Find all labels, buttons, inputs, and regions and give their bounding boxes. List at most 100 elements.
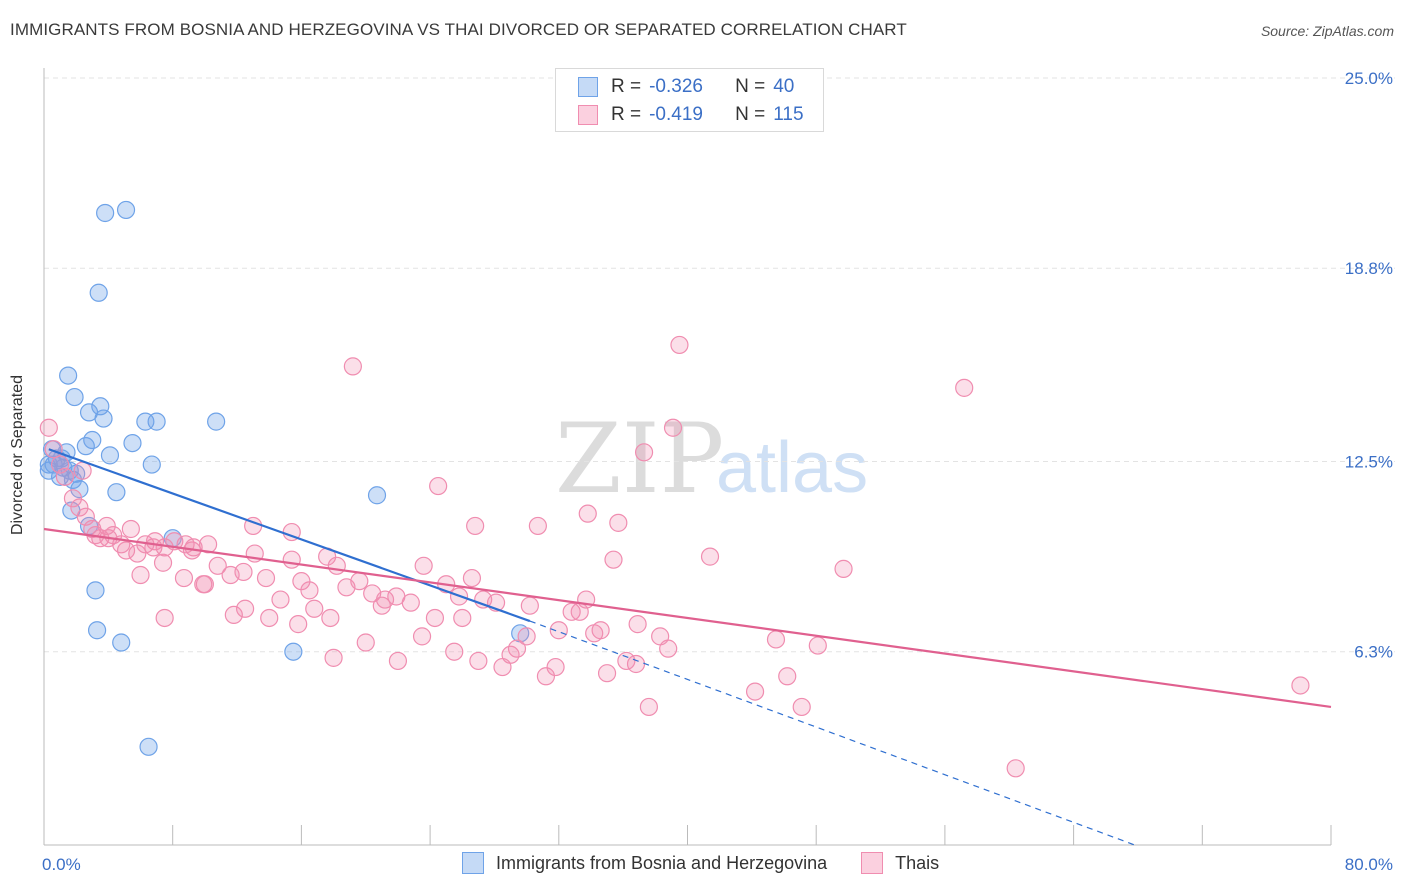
- bosnia-point: [100, 446, 120, 465]
- thai-point: [578, 504, 597, 523]
- thai-point: [414, 556, 433, 575]
- thai-point: [453, 608, 472, 628]
- thai-point: [626, 654, 646, 674]
- y-tick-label: 25.0%: [1345, 69, 1393, 88]
- series2-swatch: [861, 852, 884, 874]
- bosnia-point: [94, 409, 113, 428]
- thai-point: [73, 461, 92, 480]
- thai-trend-line: [43, 527, 1332, 709]
- thai-point: [1006, 759, 1025, 778]
- bosnia-point: [112, 633, 131, 652]
- bosnia-point: [107, 483, 126, 502]
- thai-point: [343, 357, 362, 376]
- bosnia-point: [123, 433, 142, 453]
- series-legend: Immigrants from Bosnia and Herzegovina T…: [462, 852, 973, 874]
- bosnia-point: [207, 412, 226, 431]
- thai-point: [235, 599, 255, 618]
- thai-point: [300, 581, 319, 600]
- thai-point: [425, 608, 445, 628]
- thai-point: [501, 645, 520, 664]
- legend-item-series2[interactable]: Thais: [861, 852, 939, 874]
- thai-point: [604, 550, 623, 569]
- legend-item-series1[interactable]: Immigrants from Bosnia and Herzegovina: [462, 852, 827, 874]
- x-tick-label: 0.0%: [42, 855, 81, 874]
- bosnia-point: [65, 387, 84, 407]
- thai-point: [700, 547, 720, 566]
- thai-point: [549, 621, 568, 640]
- bosnia-point: [87, 621, 107, 640]
- thai-point: [469, 651, 488, 671]
- bosnia-trend-extension: [529, 620, 1135, 846]
- thai-point: [121, 519, 140, 539]
- thai-point: [116, 541, 136, 560]
- thai-point: [792, 697, 811, 717]
- bosnia-point: [367, 486, 387, 505]
- thai-point: [44, 440, 63, 459]
- x-tick-label: 80.0%: [1345, 855, 1393, 874]
- legend-row-series2: R = -0.419 N = 115: [578, 101, 804, 129]
- thai-point: [445, 642, 464, 661]
- thai-point: [350, 572, 369, 591]
- n-value: 115: [773, 104, 804, 125]
- thai-point: [271, 590, 290, 609]
- y-tick-label: 6.3%: [1354, 643, 1393, 662]
- r-label: R =: [611, 104, 642, 125]
- thai-point: [670, 335, 689, 355]
- thai-point: [63, 489, 83, 508]
- bosnia-point: [70, 480, 89, 499]
- n-label: N =: [735, 76, 766, 97]
- thai-point: [546, 657, 565, 677]
- thai-point: [745, 682, 765, 701]
- thai-point: [372, 596, 391, 615]
- thai-point: [412, 627, 432, 646]
- thai-point: [570, 602, 589, 621]
- bosnia-point: [142, 455, 161, 474]
- bosnia-point: [284, 642, 303, 661]
- thai-point: [1291, 676, 1310, 695]
- legend-row-series1: R = -0.326 N = 40: [578, 73, 794, 101]
- thai-point: [289, 615, 308, 634]
- thai-point: [305, 599, 324, 618]
- series2-swatch: [578, 105, 598, 125]
- series1-swatch: [578, 77, 598, 97]
- thai-point: [663, 418, 683, 437]
- r-value: -0.419: [649, 104, 703, 125]
- r-value: -0.326: [649, 76, 703, 97]
- watermark-atlas: atlas: [716, 428, 868, 508]
- thai-point: [585, 624, 604, 643]
- thai-point: [144, 538, 163, 557]
- thai-point: [628, 615, 647, 634]
- r-label: R =: [611, 76, 642, 97]
- thai-point: [659, 639, 678, 658]
- thai-point: [155, 608, 174, 628]
- bosnia-point: [76, 437, 95, 456]
- thai-point: [208, 556, 227, 575]
- thai-point: [634, 443, 654, 462]
- bosnia-point: [116, 200, 136, 220]
- thai-point: [536, 667, 556, 686]
- thai-point: [153, 553, 173, 572]
- thai-point: [324, 648, 343, 667]
- thai-point: [401, 593, 420, 612]
- thai-point: [955, 378, 974, 397]
- thai-point: [462, 568, 482, 588]
- thai-point: [174, 568, 194, 588]
- y-tick-label: 12.5%: [1345, 453, 1393, 472]
- thai-point: [321, 608, 340, 628]
- thai-point: [195, 575, 214, 594]
- bosnia-point: [147, 412, 166, 431]
- thai-point: [282, 550, 301, 569]
- thai-point: [260, 608, 279, 628]
- thai-point: [528, 516, 547, 536]
- n-value: 40: [773, 76, 795, 97]
- thai-point: [597, 664, 617, 683]
- bosnia-trend-line: [48, 448, 531, 623]
- thai-point: [388, 651, 408, 671]
- thai-point: [55, 467, 75, 486]
- thai-point: [234, 562, 253, 582]
- legend-label: Immigrants from Bosnia and Herzegovina: [496, 852, 828, 873]
- source-label: Source: ZipAtlas.com: [1260, 23, 1394, 39]
- bosnia-point: [59, 366, 78, 385]
- thai-point: [517, 627, 536, 646]
- thai-point: [131, 565, 150, 585]
